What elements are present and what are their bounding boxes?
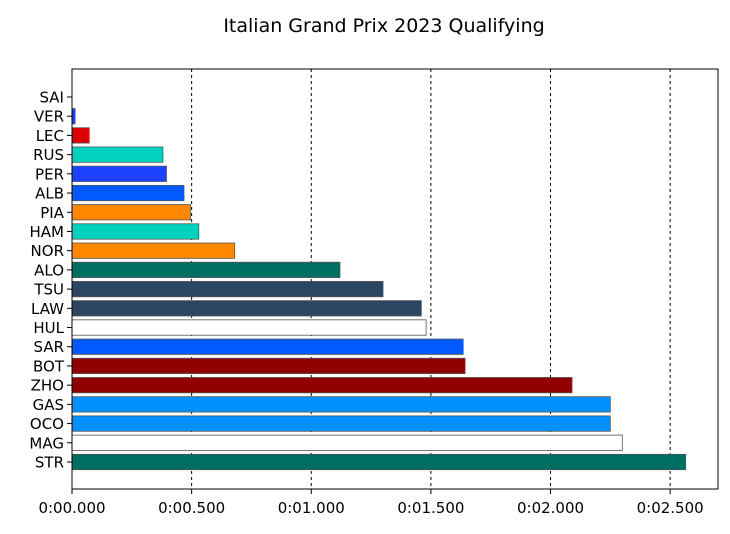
y-tick-label: LAW <box>31 300 64 318</box>
y-tick-label: SAI <box>40 89 65 107</box>
bar-per <box>71 165 167 182</box>
bar-law <box>71 300 422 317</box>
y-tick-label: BOT <box>33 357 65 375</box>
y-tick-label: NOR <box>31 242 64 260</box>
axes: 0:00.000 0:00.500 0:01.000 0:01.500 0:02.000… <box>29 89 703 518</box>
y-tick-label: LEC <box>36 127 64 145</box>
bar-pia <box>71 204 191 221</box>
bar-sar <box>71 338 464 355</box>
y-tick-label: ZHO <box>31 377 64 395</box>
y-tick-label: OCO <box>30 415 64 433</box>
bar-hul <box>71 319 427 336</box>
bar-zho <box>71 377 573 394</box>
y-tick-label: HUL <box>33 319 64 337</box>
bar-nor <box>71 242 236 259</box>
bar-alb <box>71 184 185 202</box>
y-tick-label: MAG <box>29 434 64 452</box>
chart-title: Italian Grand Prix 2023 Qualifying <box>223 15 544 37</box>
y-tick-label: SAR <box>34 338 64 356</box>
y-tick-label: GAS <box>33 396 64 414</box>
bar-oco <box>71 415 611 432</box>
y-tick-label: STR <box>35 454 64 472</box>
x-tick-label: 0:00.500 <box>158 499 225 517</box>
x-tick-label: 0:02.000 <box>517 499 584 517</box>
bar-mag <box>71 434 623 451</box>
bar-tsu <box>71 281 384 298</box>
x-tick-label: 0:01.000 <box>278 499 345 517</box>
bar-rus <box>71 146 164 163</box>
bar-ham <box>71 223 200 240</box>
x-tick-label: 0:02.500 <box>637 499 704 517</box>
y-tick-label: PIA <box>40 204 64 222</box>
bar-alo <box>71 261 341 278</box>
y-tick-label: VER <box>34 108 64 126</box>
y-tick-label: RUS <box>33 146 64 164</box>
x-tick-label: 0:00.000 <box>38 499 105 517</box>
x-tick-label: 0:01.500 <box>397 499 464 517</box>
y-tick-label: ALB <box>35 185 64 203</box>
plot-area-frame <box>71 68 719 490</box>
bars <box>71 108 687 471</box>
bar-str <box>71 453 687 471</box>
bar-gas <box>71 396 611 413</box>
y-tick-label: PER <box>35 165 64 183</box>
bar-lec <box>71 127 90 144</box>
bar-bot <box>71 357 466 375</box>
y-tick-label: HAM <box>30 223 64 241</box>
y-tick-label: ALO <box>34 261 64 279</box>
y-tick-label: TSU <box>33 281 64 299</box>
